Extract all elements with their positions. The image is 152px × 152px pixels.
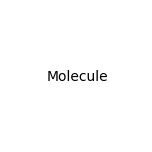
- Text: Molecule: Molecule: [47, 70, 109, 84]
